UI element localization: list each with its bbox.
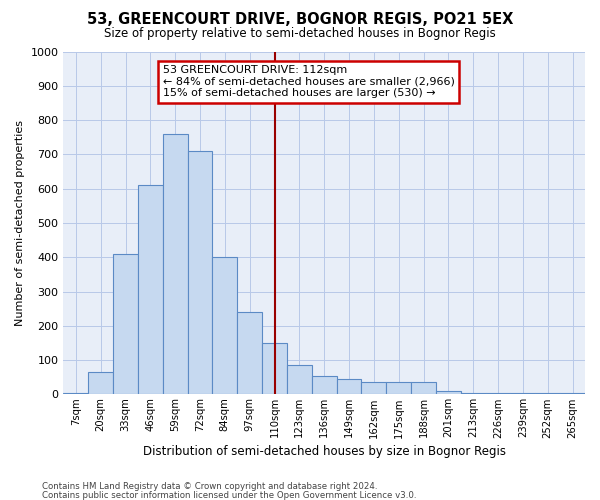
Text: Contains public sector information licensed under the Open Government Licence v3: Contains public sector information licen… [42,490,416,500]
Bar [163,134,188,394]
Bar [535,392,560,394]
Bar [262,343,287,394]
Bar [138,185,163,394]
Bar [188,151,212,394]
Bar [560,392,585,394]
Bar [64,392,88,394]
Bar [361,382,386,394]
X-axis label: Distribution of semi-detached houses by size in Bognor Regis: Distribution of semi-detached houses by … [143,444,506,458]
Bar [411,382,436,394]
Text: 53 GREENCOURT DRIVE: 112sqm
← 84% of semi-detached houses are smaller (2,966)
15: 53 GREENCOURT DRIVE: 112sqm ← 84% of sem… [163,65,455,98]
Bar [461,392,485,394]
Bar [312,376,337,394]
Bar [511,392,535,394]
Bar [485,392,511,394]
Text: Size of property relative to semi-detached houses in Bognor Regis: Size of property relative to semi-detach… [104,28,496,40]
Text: Contains HM Land Registry data © Crown copyright and database right 2024.: Contains HM Land Registry data © Crown c… [42,482,377,491]
Bar [113,254,138,394]
Bar [237,312,262,394]
Bar [436,391,461,394]
Bar [386,382,411,394]
Y-axis label: Number of semi-detached properties: Number of semi-detached properties [15,120,25,326]
Text: 53, GREENCOURT DRIVE, BOGNOR REGIS, PO21 5EX: 53, GREENCOURT DRIVE, BOGNOR REGIS, PO21… [87,12,513,28]
Bar [212,257,237,394]
Bar [337,379,361,394]
Bar [287,366,312,394]
Bar [88,372,113,394]
